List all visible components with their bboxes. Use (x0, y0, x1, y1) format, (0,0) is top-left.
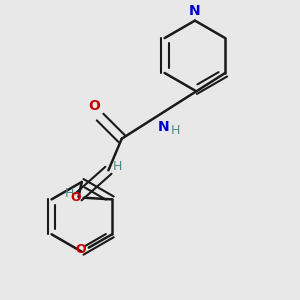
Text: O: O (88, 99, 100, 113)
Text: O: O (76, 243, 86, 256)
Text: H: H (171, 124, 180, 137)
Text: H: H (64, 187, 74, 200)
Text: O: O (70, 191, 81, 204)
Text: N: N (189, 4, 201, 18)
Text: H: H (113, 160, 122, 173)
Text: N: N (158, 120, 169, 134)
